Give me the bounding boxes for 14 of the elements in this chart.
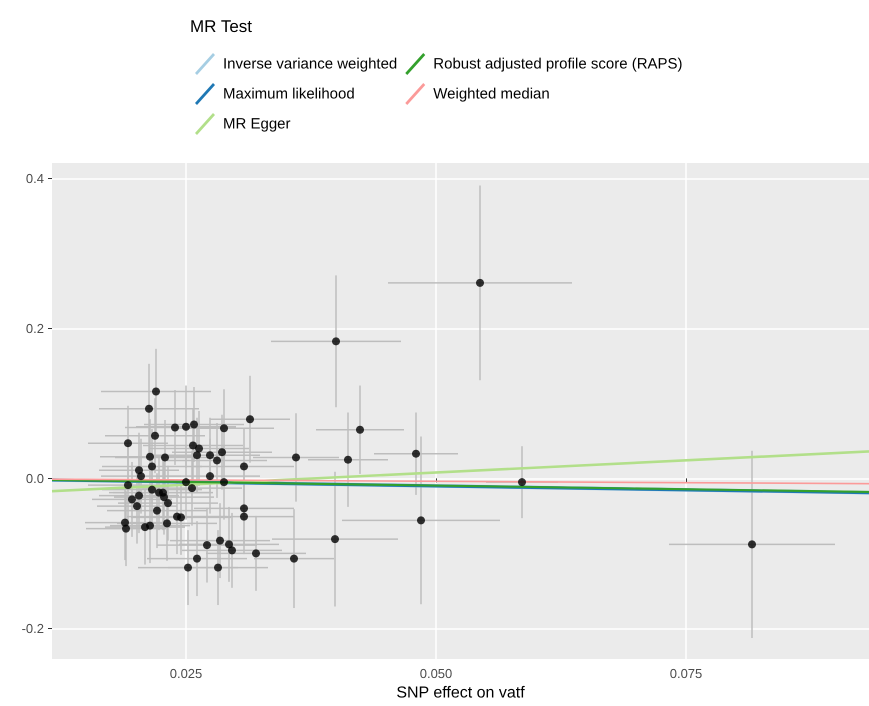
x-tick-label: 0.025 <box>170 666 202 681</box>
x-axis-title: SNP effect on vatf <box>396 684 526 702</box>
y-tick-label: 0.0 <box>26 470 44 486</box>
legend-label: Robust adjusted profile score (RAPS) <box>433 56 683 72</box>
y-tick-label: 0.2 <box>26 321 44 336</box>
legend-label: Maximum likelihood <box>223 86 355 102</box>
legend-label: MR Egger <box>223 116 291 132</box>
legend-title: MR Test <box>190 17 252 36</box>
y-tick-label: 0.4 <box>26 171 44 186</box>
legend-label: Weighted median <box>433 86 550 102</box>
x-tick-label: 0.075 <box>670 666 702 681</box>
legend-label: Inverse variance weighted <box>223 56 398 72</box>
x-tick-label: 0.050 <box>420 666 452 681</box>
y-tick-label: -0.2 <box>22 620 44 636</box>
